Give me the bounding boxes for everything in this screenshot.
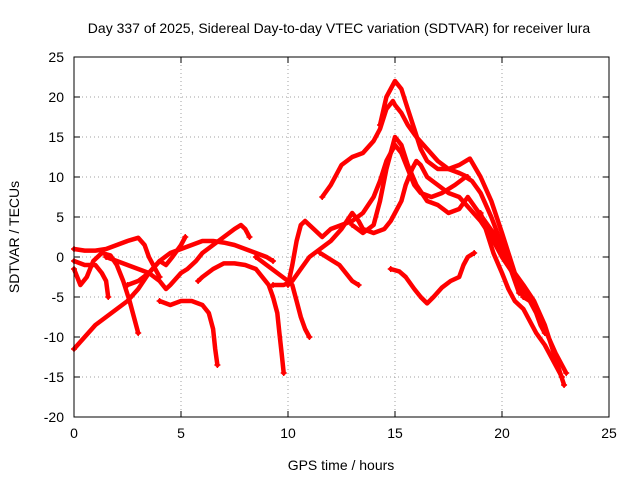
x-tick-label: 10 <box>280 425 296 441</box>
data-series-arc-16 <box>388 250 477 306</box>
data-series-arc-13 <box>319 98 471 200</box>
data-point-marker <box>124 282 131 288</box>
data-series-arc-6 <box>125 238 276 288</box>
y-tick-label: 25 <box>48 49 64 65</box>
y-tick-label: -15 <box>44 369 64 385</box>
data-point-marker <box>103 254 110 260</box>
data-point-marker <box>156 298 163 304</box>
data-point-marker <box>306 334 313 340</box>
chart-title: Day 337 of 2025, Sidereal Day-to-day VTE… <box>88 20 591 36</box>
data-point-marker <box>280 370 287 376</box>
data-series-group <box>71 78 570 388</box>
x-axis-label: GPS time / hours <box>288 457 395 473</box>
axes: 0 5 10 15 20 25 -20 -15 -10 -5 0 5 10 15 20 25 <box>44 49 617 441</box>
y-tick-label: 0 <box>56 249 64 265</box>
y-axis-label: SDTVAR / TECUs <box>6 181 22 293</box>
x-tick-label: 0 <box>70 425 78 441</box>
x-tick-label: 20 <box>494 425 510 441</box>
data-series-arc-7 <box>157 298 220 368</box>
data-point-marker <box>270 258 277 264</box>
data-point-marker <box>246 234 253 240</box>
data-point-marker <box>182 234 189 240</box>
data-point-marker <box>285 282 291 288</box>
plot-frame <box>73 56 610 418</box>
data-series-arc-18 <box>521 294 548 336</box>
data-point-marker <box>252 254 259 260</box>
data-point-marker <box>558 374 565 380</box>
data-point-marker <box>355 282 362 288</box>
y-tick-label: 20 <box>48 89 64 105</box>
data-point-marker <box>135 330 142 336</box>
x-tick-label: 25 <box>601 425 617 441</box>
data-point-marker <box>195 278 202 284</box>
data-point-marker <box>319 194 326 200</box>
data-point-marker <box>377 122 384 128</box>
data-series-arc-3 <box>71 250 141 336</box>
data-series-arc-1 <box>71 235 162 280</box>
y-tick-label: 5 <box>56 209 64 225</box>
data-point-marker <box>561 382 568 388</box>
data-series-arc-15 <box>377 78 567 388</box>
data-point-marker <box>349 222 356 228</box>
data-point-marker <box>520 294 527 300</box>
data-point-marker <box>317 250 324 256</box>
data-point-marker <box>471 250 478 256</box>
data-point-marker <box>270 282 277 288</box>
data-point-marker <box>464 174 471 180</box>
data-point-marker <box>477 210 484 216</box>
y-tick-label: 15 <box>48 129 64 145</box>
y-tick-label: 10 <box>48 169 64 185</box>
data-point-marker <box>105 294 112 300</box>
data-series-arc-14 <box>349 134 526 300</box>
data-series-arc-9 <box>253 254 312 340</box>
x-tick-label: 5 <box>177 425 185 441</box>
data-series-arc-2 <box>71 234 188 352</box>
data-series-arc-12 <box>317 250 361 288</box>
y-tick-label: -20 <box>44 409 64 425</box>
data-series-arc-4 <box>71 258 111 300</box>
data-point-marker <box>387 266 394 272</box>
y-tick-label: -10 <box>44 329 64 345</box>
y-tick-label: -5 <box>52 289 65 305</box>
data-series-arc-8 <box>195 261 286 376</box>
data-series-arc-17 <box>478 210 565 380</box>
data-point-marker <box>563 370 570 376</box>
x-tick-label: 15 <box>387 425 403 441</box>
data-point-marker <box>541 330 548 336</box>
grid <box>74 57 609 417</box>
data-point-marker <box>214 362 221 368</box>
data-series-arc-5 <box>103 222 252 292</box>
